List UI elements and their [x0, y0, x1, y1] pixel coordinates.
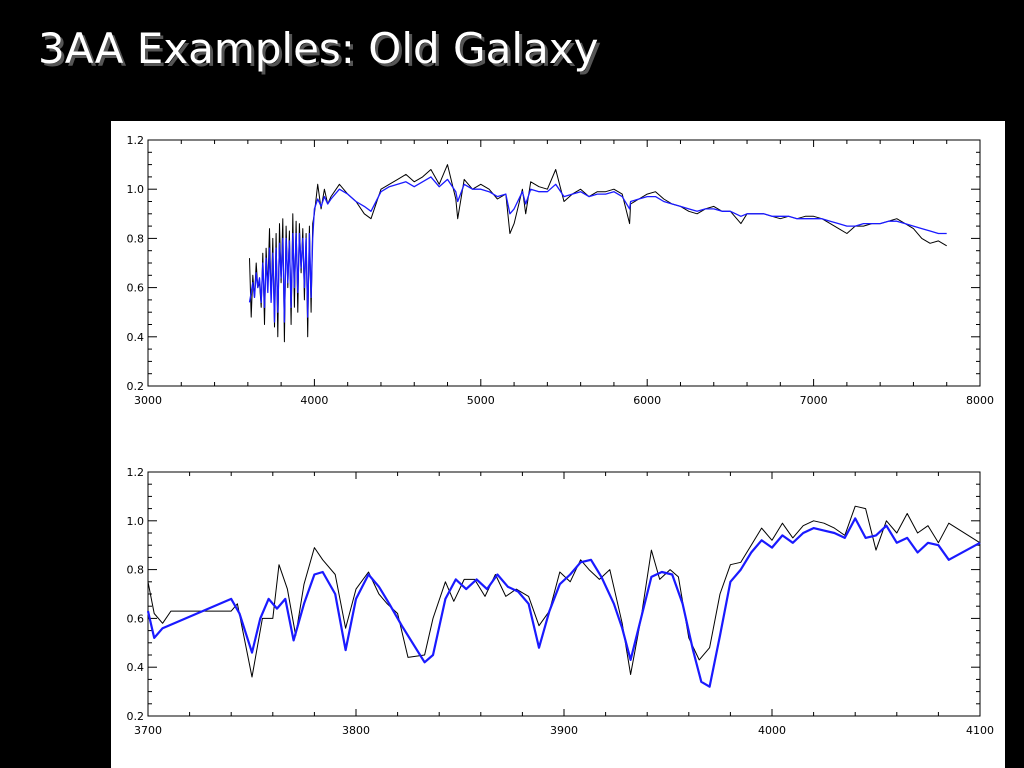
full-y-tick-label: 0.8 — [127, 232, 145, 245]
zoom-observed-spectrum-line — [147, 505, 981, 678]
slide-title: 3AA Examples: Old Galaxy — [38, 24, 599, 73]
zoom-x-tick-label: 3900 — [550, 724, 578, 737]
spectrum-chart-zoom: 3700 3800 3900 4000 4100 0.2 0.4 0.6 0.8 1.0 1.2 — [127, 466, 995, 737]
full-x-tick-label: 8000 — [966, 394, 994, 407]
full-y-tick-label: 0.2 — [127, 380, 145, 393]
zoom-model-spectrum-line — [146, 517, 981, 688]
zoom-y-tick-label: 1.0 — [127, 515, 145, 528]
full-observed-spectrum-line — [249, 164, 947, 343]
full-y-tick-label: 0.4 — [127, 331, 145, 344]
full-y-tick-label: 0.6 — [127, 282, 145, 295]
zoom-x-tick-label: 3700 — [134, 724, 162, 737]
zoom-y-tick-label: 0.2 — [127, 710, 145, 723]
full-x-tick-label: 4000 — [300, 394, 328, 407]
figure-panel: 3000 4000 5000 6000 7000 8000 0.2 0.4 0.6 0.8 1.0 1… — [111, 121, 1005, 768]
spectrum-chart-full: 3000 4000 5000 6000 7000 8000 0.2 0.4 0.6 0.8 1.0 1… — [127, 134, 995, 407]
zoom-plot-frame — [147, 471, 981, 717]
zoom-y-tick-label: 1.2 — [127, 466, 145, 479]
zoom-x-tick-label: 4000 — [758, 724, 786, 737]
zoom-y-tick-label: 0.6 — [127, 612, 145, 625]
full-y-tick-label: 1.2 — [127, 134, 145, 147]
zoom-y-tick-label: 0.8 — [127, 564, 145, 577]
full-x-tick-label: 3000 — [134, 394, 162, 407]
zoom-y-tick-label: 0.4 — [127, 661, 145, 674]
full-x-tick-label: 6000 — [633, 394, 661, 407]
zoom-x-tick-label: 4100 — [966, 724, 994, 737]
full-y-tick-label: 1.0 — [127, 183, 145, 196]
full-x-tick-label: 5000 — [467, 394, 495, 407]
zoom-x-tick-label: 3800 — [342, 724, 370, 737]
full-x-tick-label: 7000 — [800, 394, 828, 407]
full-model-spectrum-line — [248, 176, 947, 323]
